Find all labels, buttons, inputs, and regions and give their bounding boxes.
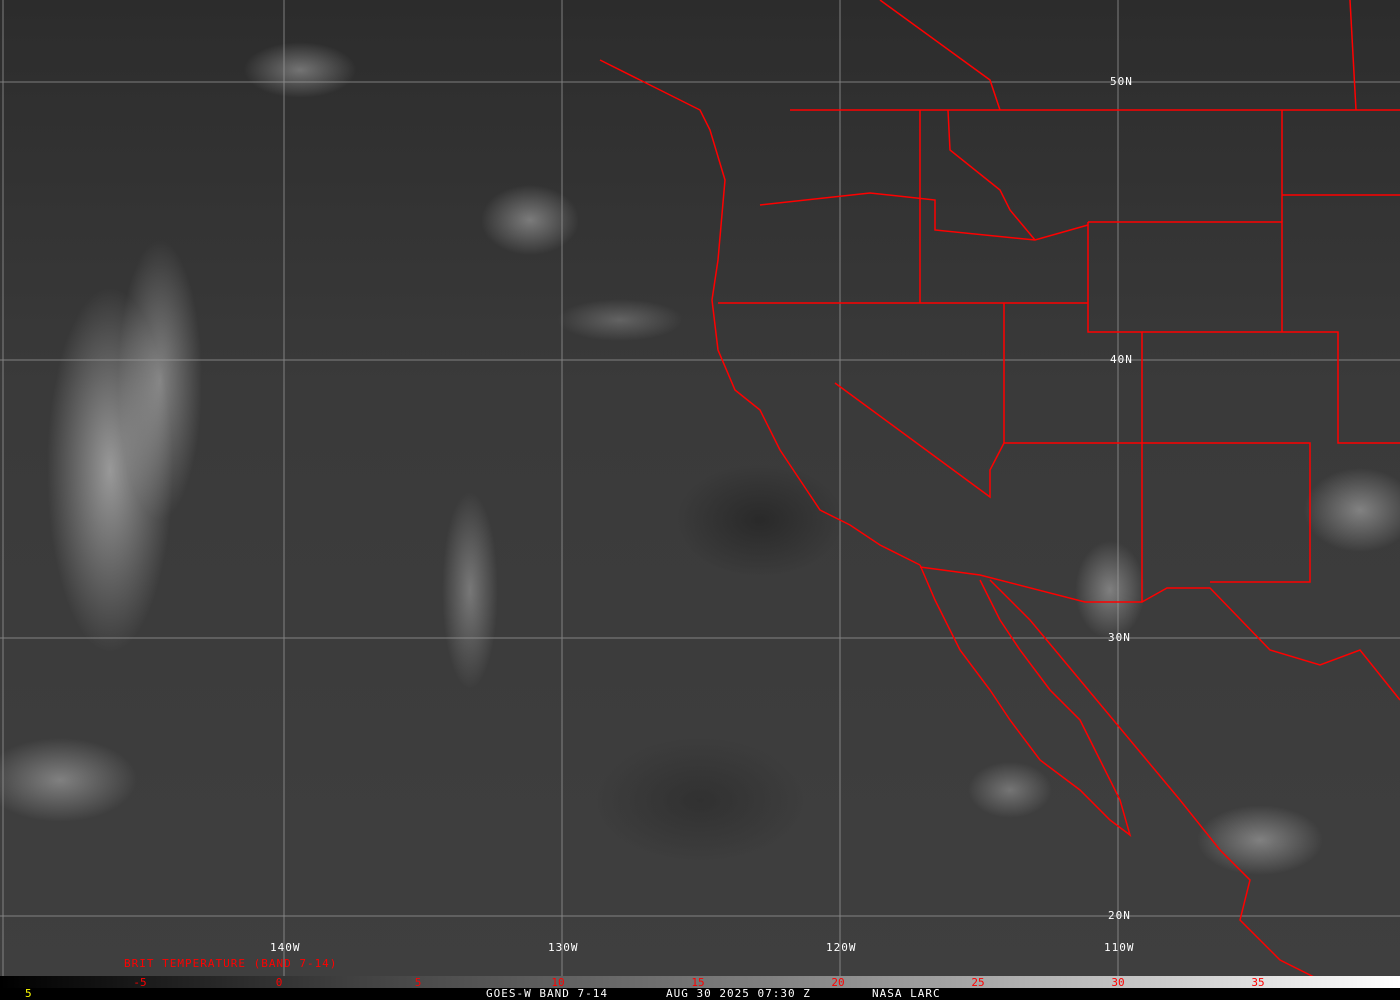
alberta-sask-border xyxy=(1349,0,1357,111)
bc-alberta-border xyxy=(879,0,1001,111)
colorbar-tick: 25 xyxy=(971,976,985,989)
lon-label-140w: 140W xyxy=(270,941,301,954)
legend-title: BRIT TEMPERATURE (BAND 7-14) xyxy=(124,957,338,970)
lon-label-120w: 120W xyxy=(826,941,857,954)
us-west-coastline xyxy=(599,59,921,566)
wa-or-border xyxy=(759,192,1089,241)
satellite-band: GOES-W BAND 7-14 xyxy=(486,987,608,1000)
colorbar-tick: 20 xyxy=(831,976,845,989)
lat-lon-grid xyxy=(0,0,1400,976)
lat-label-50n: 50N xyxy=(1110,75,1133,88)
lat-label-20n: 20N xyxy=(1108,909,1131,922)
us-mexico-border xyxy=(919,566,1400,701)
lon-label-130w: 130W xyxy=(548,941,579,954)
corner-value: 5 xyxy=(25,987,33,1000)
map-overlay xyxy=(0,0,1400,976)
ca-nv-border xyxy=(834,382,1005,499)
lat-label-30n: 30N xyxy=(1108,631,1131,644)
image-datetime: AUG 30 2025 07:30 Z xyxy=(666,987,811,1000)
wyoming-border xyxy=(1088,221,1283,332)
lon-label-110w: 110W xyxy=(1104,941,1135,954)
colorbar-tick: 15 xyxy=(691,976,705,989)
lat-label-40n: 40N xyxy=(1110,353,1133,366)
colorbar-tick: 10 xyxy=(551,976,565,989)
satellite-imagery xyxy=(0,0,1400,976)
colorbar-tick: 35 xyxy=(1251,976,1265,989)
colorbar-tick: 30 xyxy=(1111,976,1125,989)
temperature-colorbar xyxy=(0,976,1400,988)
data-source: NASA LARC xyxy=(872,987,941,1000)
baja-coastline xyxy=(919,564,1132,837)
colorado-border xyxy=(1142,331,1400,444)
colorbar-tick: 0 xyxy=(275,976,283,989)
footer-bar: 5 GOES-W BAND 7-14 AUG 30 2025 07:30 Z N… xyxy=(0,987,1400,1000)
mexico-coastline xyxy=(989,579,1314,976)
nevada-utah-border xyxy=(1003,303,1142,444)
idaho-montana-border xyxy=(947,109,1036,241)
utah-border xyxy=(1087,222,1143,602)
dakota-border xyxy=(1281,110,1400,222)
colorbar-tick: 5 xyxy=(414,976,422,989)
political-borders xyxy=(599,0,1400,976)
colorbar-tick: -5 xyxy=(133,976,147,989)
new-mexico-border xyxy=(1142,442,1311,583)
